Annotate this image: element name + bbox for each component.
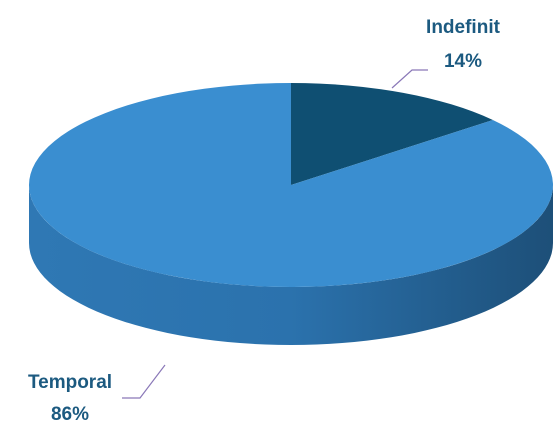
pie-side xyxy=(29,185,553,345)
category-label: Temporal xyxy=(28,372,112,393)
value-label: 86% xyxy=(51,404,89,425)
leader-line xyxy=(391,69,428,89)
pie-slice xyxy=(29,83,553,287)
leader-line xyxy=(122,364,166,399)
value-label: 14% xyxy=(444,51,482,72)
category-label: Indefinit xyxy=(426,17,501,38)
pie-slice xyxy=(291,83,493,185)
